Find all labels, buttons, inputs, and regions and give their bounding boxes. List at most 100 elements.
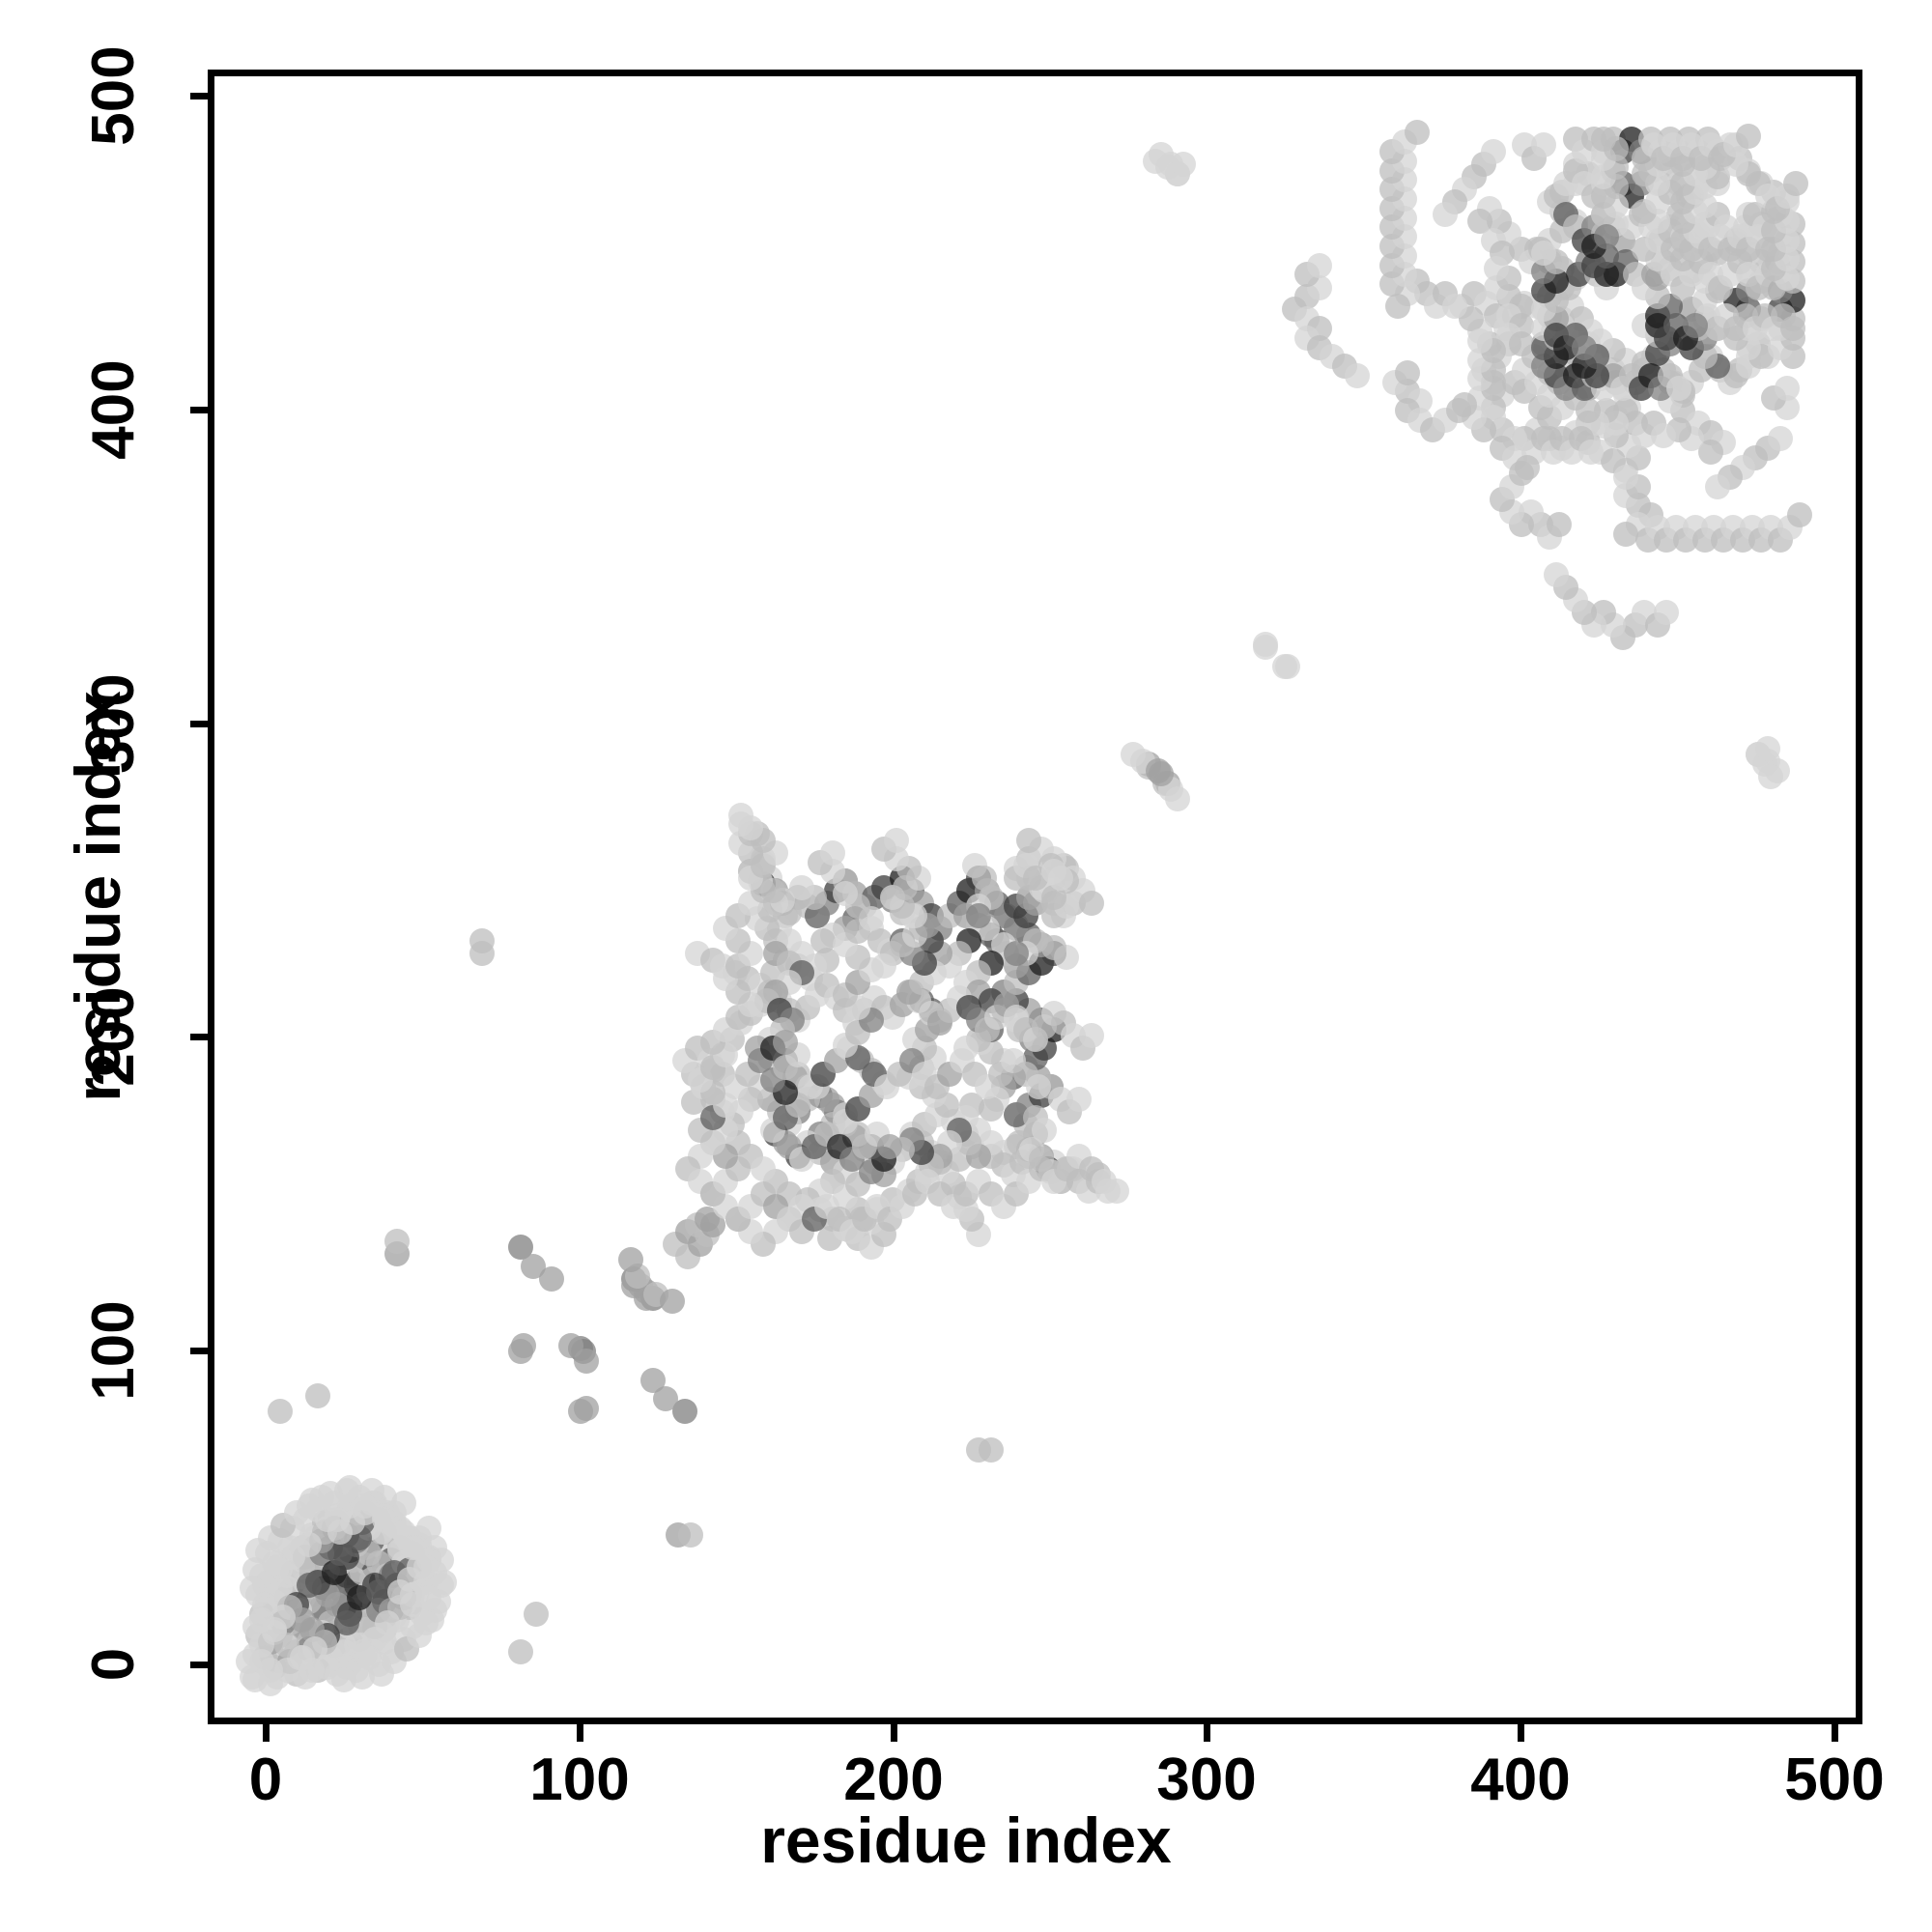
- scatter-point: [1657, 180, 1683, 206]
- scatter-point: [567, 1399, 593, 1425]
- scatter-point: [1600, 214, 1626, 241]
- scatter-point: [1590, 170, 1616, 196]
- scatter-point: [1768, 297, 1793, 323]
- scatter-point: [776, 1111, 802, 1137]
- scatter-point: [1754, 262, 1780, 288]
- scatter-point: [1644, 359, 1670, 385]
- scatter-point: [1015, 1143, 1041, 1169]
- scatter-point: [390, 1591, 416, 1617]
- scatter-point: [1057, 1098, 1083, 1124]
- scatter-point: [858, 1158, 884, 1184]
- scatter-point: [808, 1140, 834, 1166]
- scatter-point: [975, 1016, 1001, 1042]
- scatter-point: [1524, 237, 1550, 263]
- scatter-point: [1549, 306, 1576, 332]
- scatter-point: [407, 1553, 433, 1579]
- scatter-point: [1378, 177, 1405, 203]
- scatter-point: [965, 1436, 991, 1463]
- scatter-point: [1701, 515, 1727, 541]
- scatter-point: [773, 1105, 799, 1131]
- scatter-point: [390, 1550, 416, 1577]
- scatter-point: [773, 947, 799, 973]
- scatter-point: [1619, 363, 1645, 389]
- scatter-point: [845, 1045, 871, 1071]
- scatter-point: [273, 1576, 299, 1602]
- scatter-point: [1644, 208, 1670, 234]
- scatter-point: [1293, 325, 1320, 351]
- scatter-point: [1382, 369, 1408, 395]
- scatter-point: [305, 1496, 331, 1522]
- scatter-point: [1590, 164, 1616, 190]
- x-axis-title: residue index: [760, 1804, 1172, 1876]
- scatter-point: [1487, 344, 1513, 370]
- scatter-point: [1473, 290, 1499, 316]
- scatter-point: [1689, 356, 1715, 383]
- scatter-point: [1552, 334, 1578, 360]
- scatter-point: [1629, 376, 1655, 402]
- scatter-point: [350, 1607, 376, 1634]
- scatter-point: [1003, 1007, 1029, 1033]
- scatter-point: [1676, 183, 1702, 209]
- scatter-point: [343, 1633, 369, 1659]
- scatter-point: [1015, 1168, 1041, 1194]
- scatter-point: [1736, 316, 1762, 342]
- scatter-point: [994, 991, 1020, 1017]
- scatter-point: [753, 916, 780, 942]
- scatter-point: [1047, 865, 1073, 891]
- scatter-point: [1761, 237, 1787, 263]
- scatter-point: [1736, 344, 1762, 370]
- scatter-point: [748, 868, 774, 895]
- scatter-point: [1666, 376, 1692, 402]
- scatter-point: [428, 1573, 454, 1599]
- scatter-point: [1467, 208, 1493, 234]
- scatter-point: [315, 1544, 341, 1570]
- scatter-point: [845, 919, 871, 945]
- scatter-point: [962, 1061, 988, 1087]
- scatter-point: [365, 1595, 391, 1621]
- scatter-point: [315, 1581, 341, 1607]
- scatter-point: [1666, 138, 1692, 164]
- scatter-point: [833, 1033, 859, 1059]
- scatter-point: [1253, 635, 1279, 661]
- scatter-point: [700, 1058, 726, 1084]
- scatter-point: [1644, 284, 1670, 310]
- scatter-point: [801, 1206, 827, 1232]
- scatter-point: [365, 1578, 391, 1605]
- scatter-point: [760, 1036, 786, 1062]
- scatter-point: [1616, 394, 1642, 420]
- scatter-point: [315, 1623, 341, 1649]
- scatter-point: [845, 994, 871, 1020]
- scatter-point: [1022, 1121, 1048, 1147]
- scatter-point: [248, 1601, 274, 1627]
- scatter-point: [1736, 123, 1762, 149]
- scatter-point: [858, 1209, 884, 1236]
- scatter-point: [1669, 189, 1695, 215]
- scatter-point: [883, 827, 909, 853]
- scatter-point: [908, 1130, 934, 1156]
- scatter-point: [1490, 416, 1516, 442]
- scatter-point: [978, 988, 1004, 1014]
- scatter-point: [1739, 515, 1765, 541]
- scatter-point: [1641, 262, 1667, 288]
- scatter-point: [1723, 230, 1749, 256]
- scatter-point: [1572, 334, 1598, 360]
- scatter-point: [634, 1279, 660, 1305]
- scatter-point: [978, 884, 1004, 910]
- scatter-point: [245, 1623, 271, 1649]
- scatter-point: [1461, 164, 1487, 190]
- scatter-point: [756, 865, 782, 891]
- scatter-point: [1555, 274, 1581, 300]
- scatter-point: [1575, 376, 1601, 402]
- scatter-point: [937, 903, 963, 929]
- scatter-point: [788, 959, 814, 985]
- scatter-point: [276, 1534, 302, 1560]
- scatter-point: [763, 1168, 789, 1194]
- scatter-point: [1003, 856, 1029, 882]
- scatter-point: [1622, 612, 1648, 639]
- scatter-point: [378, 1585, 404, 1611]
- scatter-point: [507, 1339, 533, 1365]
- scatter-point: [305, 1544, 331, 1570]
- scatter-point: [1142, 148, 1168, 174]
- scatter-point: [760, 1118, 786, 1144]
- scatter-point: [870, 874, 896, 900]
